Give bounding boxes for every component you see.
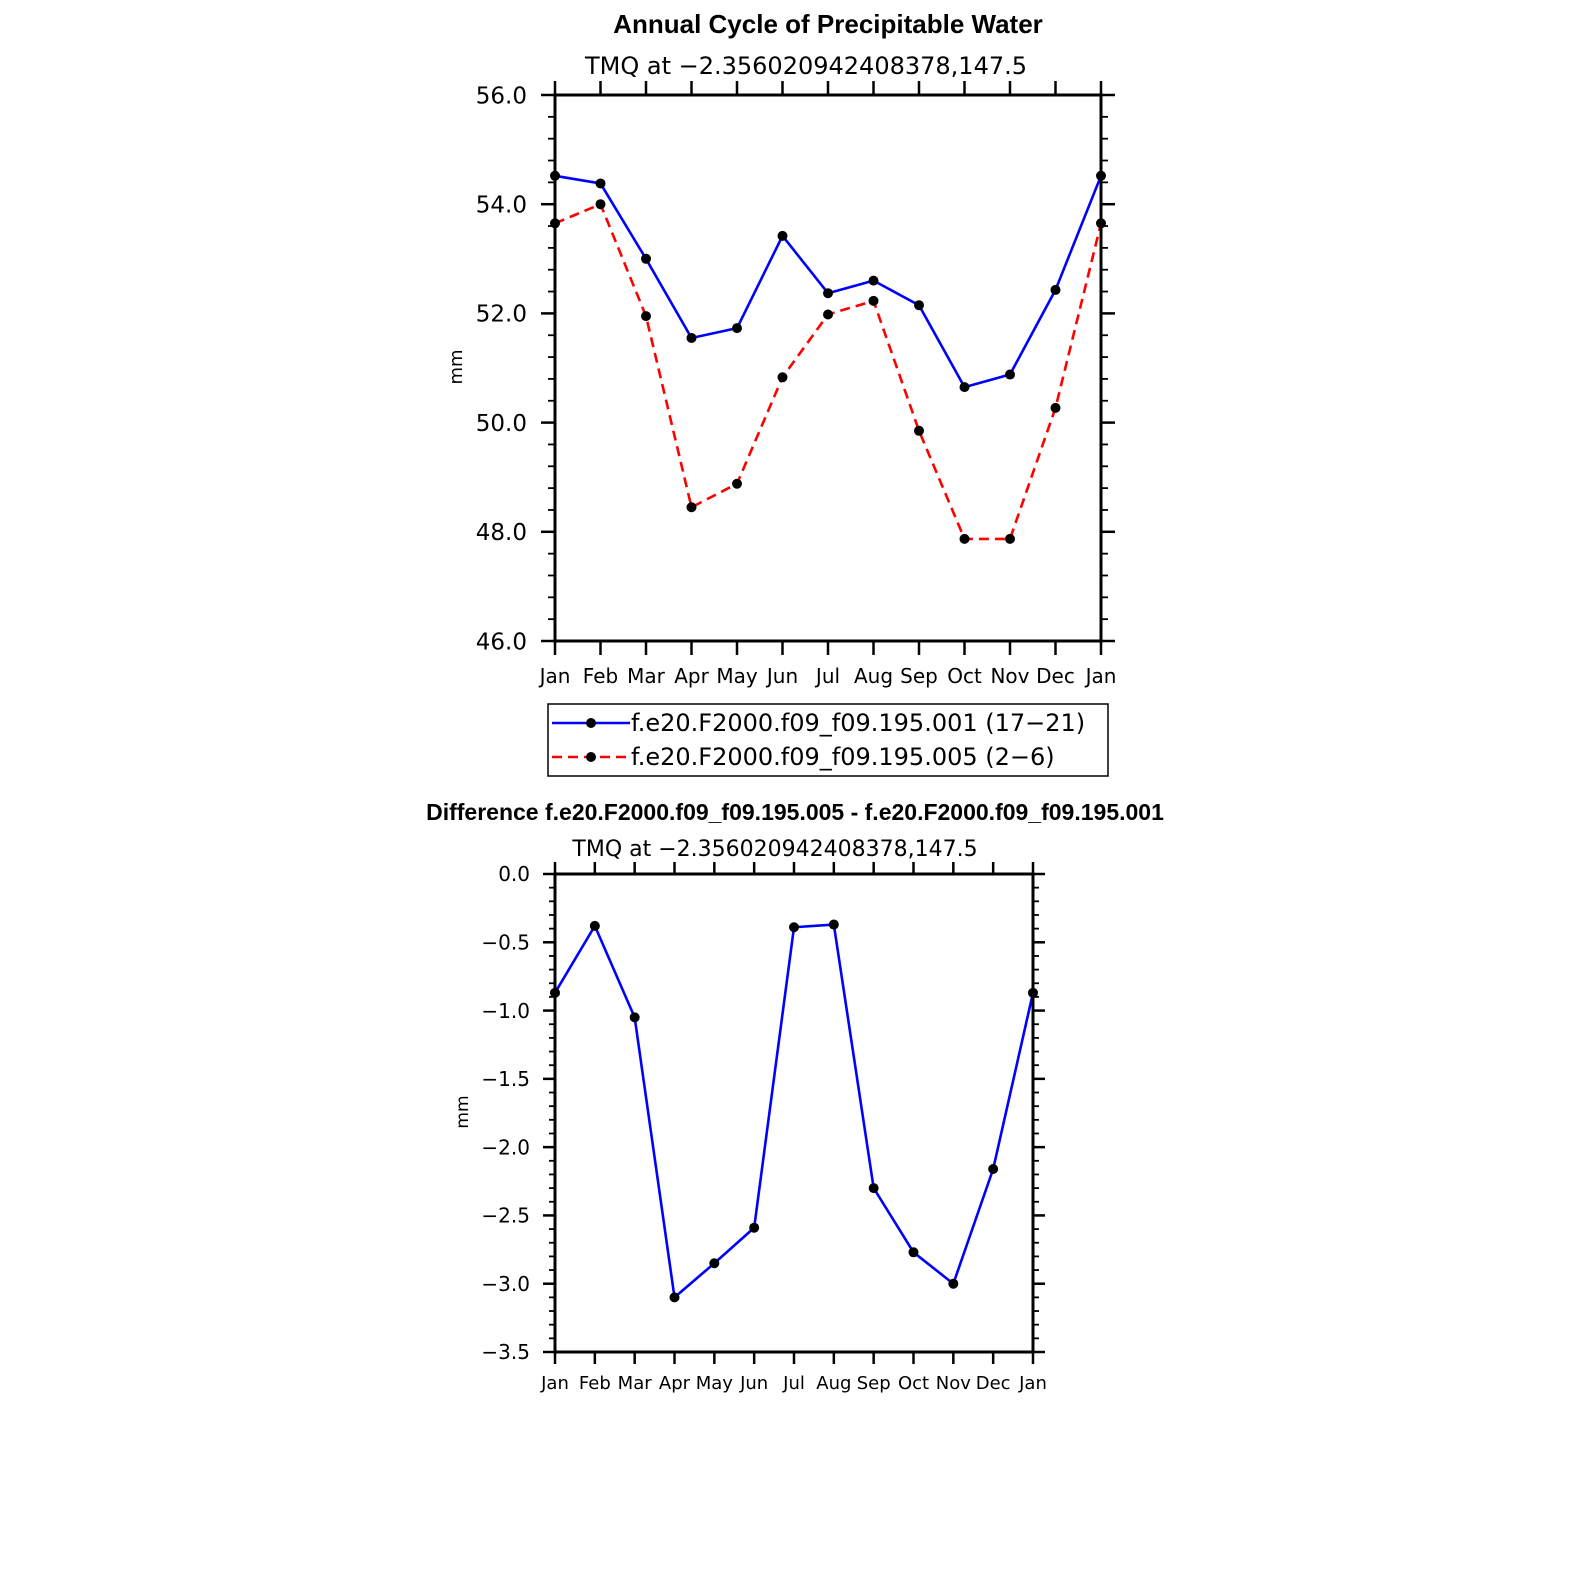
legend-box: [547, 703, 1109, 777]
data-point: [823, 288, 833, 299]
x-tick-label: Jan: [1018, 1373, 1047, 1394]
y-tick-label: −1.0: [481, 999, 530, 1023]
y-tick-label: −3.5: [481, 1340, 530, 1364]
data-point: [749, 1222, 760, 1233]
x-tick-label: Jan: [538, 664, 571, 688]
chart-title: Annual Cycle of Precipitable Water: [613, 9, 1043, 39]
y-tick-label: −2.5: [481, 1204, 530, 1228]
data-point: [732, 478, 742, 489]
data-point: [777, 230, 788, 241]
data-point: [686, 502, 697, 513]
axis-ticks: Jan Feb Mar Apr May Jun Jul Aug Sep Oct Nov Dec Jan−…: [481, 862, 1047, 1394]
y-tick-label: 52.0: [476, 302, 527, 328]
x-tick-label: Jun: [739, 1373, 768, 1394]
y-axis-label: mm: [446, 349, 467, 384]
data-point: [914, 300, 924, 311]
data-point: [589, 920, 600, 931]
x-tick-label: Apr: [674, 664, 709, 688]
x-tick-label: Sep: [900, 664, 938, 688]
data-point: [1005, 369, 1015, 380]
series-line-2: [554, 202, 1103, 541]
y-tick-label: −0.5: [481, 930, 530, 954]
data-point: [1050, 402, 1061, 413]
y-tick-label: 0.0: [498, 862, 530, 886]
legend-marker-series-1: [586, 718, 596, 728]
data-point: [959, 382, 970, 393]
y-tick-label: −2.0: [481, 1135, 530, 1159]
x-tick-label: Oct: [947, 664, 982, 688]
x-tick-label: Dec: [1036, 664, 1075, 688]
data-point: [641, 253, 651, 264]
x-tick-label: Jul: [782, 1373, 805, 1394]
difference-chart: Difference f.e20.F2000.f09_f09.195.005 -…: [426, 799, 1164, 1394]
data-point: [914, 425, 924, 436]
data-point: [595, 178, 606, 189]
x-tick-label: Sep: [857, 1373, 891, 1394]
x-tick-label: Mar: [618, 1373, 653, 1394]
data-point: [629, 1012, 640, 1023]
data-point: [641, 311, 651, 322]
x-tick-label: Mar: [627, 664, 666, 688]
data-point: [686, 332, 697, 343]
x-tick-label: May: [696, 1373, 734, 1394]
data-point: [908, 1247, 919, 1258]
x-tick-label: Nov: [990, 664, 1029, 688]
x-tick-label: Jan: [540, 1373, 569, 1394]
data-point: [868, 295, 879, 306]
x-tick-label: May: [716, 664, 758, 688]
y-tick-label: −1.5: [481, 1067, 530, 1091]
y-tick-label: −3.0: [481, 1272, 530, 1296]
data-point: [595, 199, 606, 210]
chart-subtitle: TMQ at −2.356020942408378,147.5: [571, 837, 977, 862]
legend: f.e20.F2000.f09_f09.195.001 (17−21) f.e2…: [547, 703, 1109, 777]
series-layer: [550, 170, 1106, 544]
data-point: [669, 1292, 680, 1303]
plot-frame: [553, 872, 1035, 1354]
y-tick-label: 56.0: [476, 83, 527, 109]
legend-marker-series-2: [586, 752, 596, 762]
data-point: [828, 919, 839, 930]
x-tick-label: Aug: [816, 1373, 851, 1394]
axis-ticks: Jan Feb Mar Apr May Jun Jul Aug Sep Oct Nov Dec Jan 4…: [476, 81, 1117, 688]
x-tick-label: Apr: [659, 1373, 691, 1394]
data-point: [709, 1258, 720, 1269]
data-point: [777, 372, 788, 383]
series-layer: [550, 919, 1038, 1303]
y-tick-label: 50.0: [476, 411, 527, 437]
data-point: [789, 922, 799, 933]
data-point: [948, 1278, 959, 1289]
y-axis-label: mm: [453, 1095, 473, 1128]
x-tick-label: Aug: [854, 664, 893, 688]
x-tick-label: Feb: [583, 664, 618, 688]
data-point: [1005, 533, 1015, 544]
x-tick-label: Oct: [898, 1373, 929, 1394]
x-tick-label: Jul: [814, 664, 840, 688]
x-tick-label: Feb: [579, 1373, 611, 1394]
x-tick-label: Jun: [765, 664, 798, 688]
x-tick-label: Dec: [976, 1373, 1011, 1394]
data-point: [868, 275, 879, 286]
y-tick-label: 48.0: [476, 520, 527, 546]
plot-frame: [553, 93, 1103, 643]
data-point: [1050, 284, 1061, 295]
chart-title: Difference f.e20.F2000.f09_f09.195.005 -…: [426, 799, 1164, 825]
legend-label-series-1: f.e20.F2000.f09_f09.195.001 (17−21): [631, 709, 1085, 737]
data-point: [868, 1183, 879, 1194]
x-tick-label: Nov: [936, 1373, 971, 1394]
data-point: [988, 1163, 999, 1174]
y-tick-label: 46.0: [476, 629, 527, 655]
x-tick-label: Jan: [1084, 664, 1117, 688]
y-tick-label: 54.0: [476, 192, 527, 218]
annual-cycle-chart: Annual Cycle of Precipitable Water TMQ a…: [446, 9, 1117, 777]
legend-label-series-2: f.e20.F2000.f09_f09.195.005 (2−6): [631, 743, 1055, 771]
data-point: [823, 309, 833, 320]
data-point: [959, 533, 970, 544]
series-line-1: [554, 174, 1103, 389]
series-line-1: [553, 923, 1035, 1299]
data-point: [732, 323, 742, 334]
chart-subtitle: TMQ at −2.356020942408378,147.5: [584, 52, 1027, 80]
